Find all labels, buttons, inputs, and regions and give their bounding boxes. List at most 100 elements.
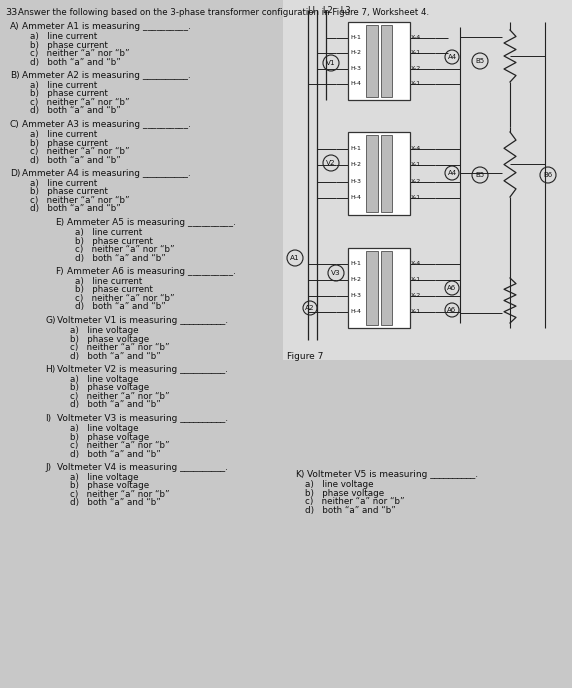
- Text: d)   both “a” and “b”: d) both “a” and “b”: [75, 253, 166, 263]
- Text: Answer the following based on the 3-phase transformer configuration in Figure 7,: Answer the following based on the 3-phas…: [18, 8, 429, 17]
- Text: b)   phase voltage: b) phase voltage: [70, 433, 149, 442]
- Text: a)   line voltage: a) line voltage: [70, 473, 138, 482]
- Text: Ll   L2   L3: Ll L2 L3: [308, 6, 351, 15]
- Text: I): I): [45, 414, 51, 423]
- Text: H-4: H-4: [350, 309, 361, 314]
- Bar: [366, 251, 378, 325]
- Text: d)   both “a” and “b”: d) both “a” and “b”: [70, 352, 161, 361]
- Text: H-4: H-4: [350, 195, 361, 200]
- Text: A6: A6: [447, 307, 456, 313]
- Text: V1: V1: [326, 60, 336, 66]
- Bar: [348, 132, 410, 215]
- Text: X-1: X-1: [411, 309, 421, 314]
- Text: V2: V2: [326, 160, 336, 166]
- Text: B): B): [10, 71, 19, 80]
- Text: b)   phase current: b) phase current: [30, 41, 108, 50]
- Text: H): H): [45, 365, 55, 374]
- Text: b)   phase voltage: b) phase voltage: [70, 482, 149, 491]
- Text: Ammeter A5 is measuring __________.: Ammeter A5 is measuring __________.: [67, 218, 236, 227]
- Text: X-2: X-2: [411, 293, 421, 298]
- Text: c)   neither “a” nor “b”: c) neither “a” nor “b”: [30, 196, 129, 205]
- Bar: [283, 0, 572, 360]
- Text: c)   neither “a” nor “b”: c) neither “a” nor “b”: [70, 490, 169, 499]
- Text: d)   both “a” and “b”: d) both “a” and “b”: [30, 58, 121, 67]
- Text: H-2: H-2: [350, 162, 361, 167]
- Text: b)   phase current: b) phase current: [30, 138, 108, 147]
- Bar: [348, 22, 410, 100]
- Text: c)   neither “a” nor “b”: c) neither “a” nor “b”: [70, 441, 169, 450]
- Text: X-2: X-2: [411, 179, 421, 184]
- Text: b)   phase current: b) phase current: [75, 237, 153, 246]
- Text: Voltmeter V5 is measuring __________.: Voltmeter V5 is measuring __________.: [307, 470, 478, 479]
- Text: c)   neither “a” nor “b”: c) neither “a” nor “b”: [305, 497, 404, 506]
- Text: H-1: H-1: [350, 34, 361, 40]
- Text: a)   line voltage: a) line voltage: [70, 375, 138, 384]
- Text: H-3: H-3: [350, 66, 361, 71]
- Text: H-2: H-2: [350, 50, 361, 55]
- Bar: [380, 251, 392, 325]
- Text: H-1: H-1: [350, 261, 361, 266]
- Bar: [380, 25, 392, 97]
- Text: c)   neither “a” nor “b”: c) neither “a” nor “b”: [70, 392, 169, 401]
- Text: X-4: X-4: [411, 261, 421, 266]
- Text: d)   both “a” and “b”: d) both “a” and “b”: [30, 155, 121, 164]
- Text: Voltmeter V1 is measuring __________.: Voltmeter V1 is measuring __________.: [57, 316, 228, 325]
- Text: X-1: X-1: [411, 50, 421, 55]
- Text: H-3: H-3: [350, 179, 361, 184]
- Text: d)   both “a” and “b”: d) both “a” and “b”: [70, 449, 161, 458]
- Text: d)   both “a” and “b”: d) both “a” and “b”: [30, 107, 121, 116]
- Text: b)   phase current: b) phase current: [75, 286, 153, 294]
- Text: c)   neither “a” nor “b”: c) neither “a” nor “b”: [30, 147, 129, 156]
- Text: H-1: H-1: [350, 146, 361, 151]
- Text: B5: B5: [475, 172, 484, 178]
- Text: d)   both “a” and “b”: d) both “a” and “b”: [70, 499, 161, 508]
- Bar: [366, 135, 378, 212]
- Text: c)   neither “a” nor “b”: c) neither “a” nor “b”: [75, 245, 174, 254]
- Text: X-1: X-1: [411, 162, 421, 167]
- Text: A1: A1: [290, 255, 300, 261]
- Text: d)   both “a” and “b”: d) both “a” and “b”: [70, 400, 161, 409]
- Text: Ammeter A1 is measuring __________.: Ammeter A1 is measuring __________.: [22, 22, 191, 31]
- Text: C): C): [10, 120, 20, 129]
- Text: b)   phase current: b) phase current: [30, 89, 108, 98]
- Text: H-4: H-4: [350, 81, 361, 87]
- Text: d)   both “a” and “b”: d) both “a” and “b”: [305, 506, 396, 515]
- Text: b)   phase voltage: b) phase voltage: [70, 334, 149, 343]
- Text: Ammeter A2 is measuring __________.: Ammeter A2 is measuring __________.: [22, 71, 190, 80]
- Text: a)   line current: a) line current: [75, 228, 142, 237]
- Text: c)   neither “a” nor “b”: c) neither “a” nor “b”: [30, 49, 129, 58]
- Text: a)   line current: a) line current: [75, 277, 142, 286]
- Bar: [380, 135, 392, 212]
- Text: Ammeter A6 is measuring __________.: Ammeter A6 is measuring __________.: [67, 267, 236, 276]
- Text: 33.: 33.: [5, 8, 20, 17]
- Text: A): A): [10, 22, 19, 31]
- Text: a)   line current: a) line current: [30, 81, 97, 90]
- Text: a)   line current: a) line current: [30, 32, 97, 41]
- Text: X-4: X-4: [411, 146, 421, 151]
- Text: A2: A2: [305, 305, 315, 311]
- Text: Figure 7: Figure 7: [287, 352, 323, 361]
- Text: c)   neither “a” nor “b”: c) neither “a” nor “b”: [30, 98, 129, 107]
- Text: X-1: X-1: [411, 195, 421, 200]
- Text: V3: V3: [331, 270, 341, 276]
- Text: b)   phase current: b) phase current: [30, 188, 108, 197]
- Text: Ammeter A4 is measuring __________.: Ammeter A4 is measuring __________.: [22, 169, 190, 178]
- Text: X-2: X-2: [411, 66, 421, 71]
- Text: A4: A4: [447, 170, 456, 176]
- Text: G): G): [45, 316, 55, 325]
- Text: J): J): [45, 463, 51, 472]
- Text: F): F): [55, 267, 63, 276]
- Text: a)   line voltage: a) line voltage: [70, 326, 138, 335]
- Text: H-3: H-3: [350, 293, 361, 298]
- Text: Ammeter A3 is measuring __________.: Ammeter A3 is measuring __________.: [22, 120, 191, 129]
- Text: D): D): [10, 169, 21, 178]
- Text: d)   both “a” and “b”: d) both “a” and “b”: [75, 303, 166, 312]
- Text: B5: B5: [475, 58, 484, 64]
- Bar: [348, 248, 410, 328]
- Text: Voltmeter V3 is measuring __________.: Voltmeter V3 is measuring __________.: [57, 414, 228, 423]
- Bar: [366, 25, 378, 97]
- Text: d)   both “a” and “b”: d) both “a” and “b”: [30, 204, 121, 213]
- Text: A6: A6: [447, 285, 456, 291]
- Text: b)   phase voltage: b) phase voltage: [70, 383, 149, 392]
- Text: B6: B6: [543, 172, 553, 178]
